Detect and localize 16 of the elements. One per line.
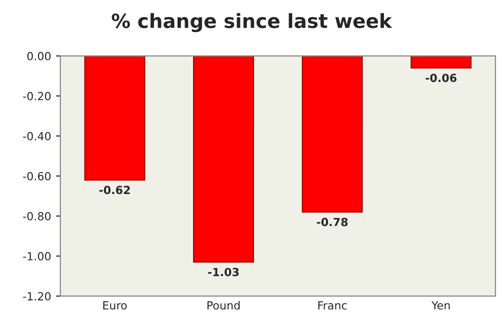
y-tick-label: -0.80 [23,212,51,220]
y-tick-label: -1.20 [23,292,51,300]
data-label: -0.62 [99,186,130,194]
x-tick-label: Franc [318,301,347,310]
x-tick-label: Euro [103,301,127,310]
data-label: -1.03 [208,268,239,276]
y-tick-label: -0.20 [23,92,51,100]
x-tick-label: Pound [207,300,240,310]
x-tick-label: Yen [431,301,450,310]
y-tick-label: -0.40 [23,132,51,140]
y-tick-label: -0.60 [23,172,51,180]
chart-title: % change since last week [112,13,392,32]
y-tick-label: -1.00 [23,252,51,260]
data-label: -0.06 [426,74,456,82]
data-label: -0.78 [316,218,348,226]
y-tick-label: 0.00 [27,52,51,60]
